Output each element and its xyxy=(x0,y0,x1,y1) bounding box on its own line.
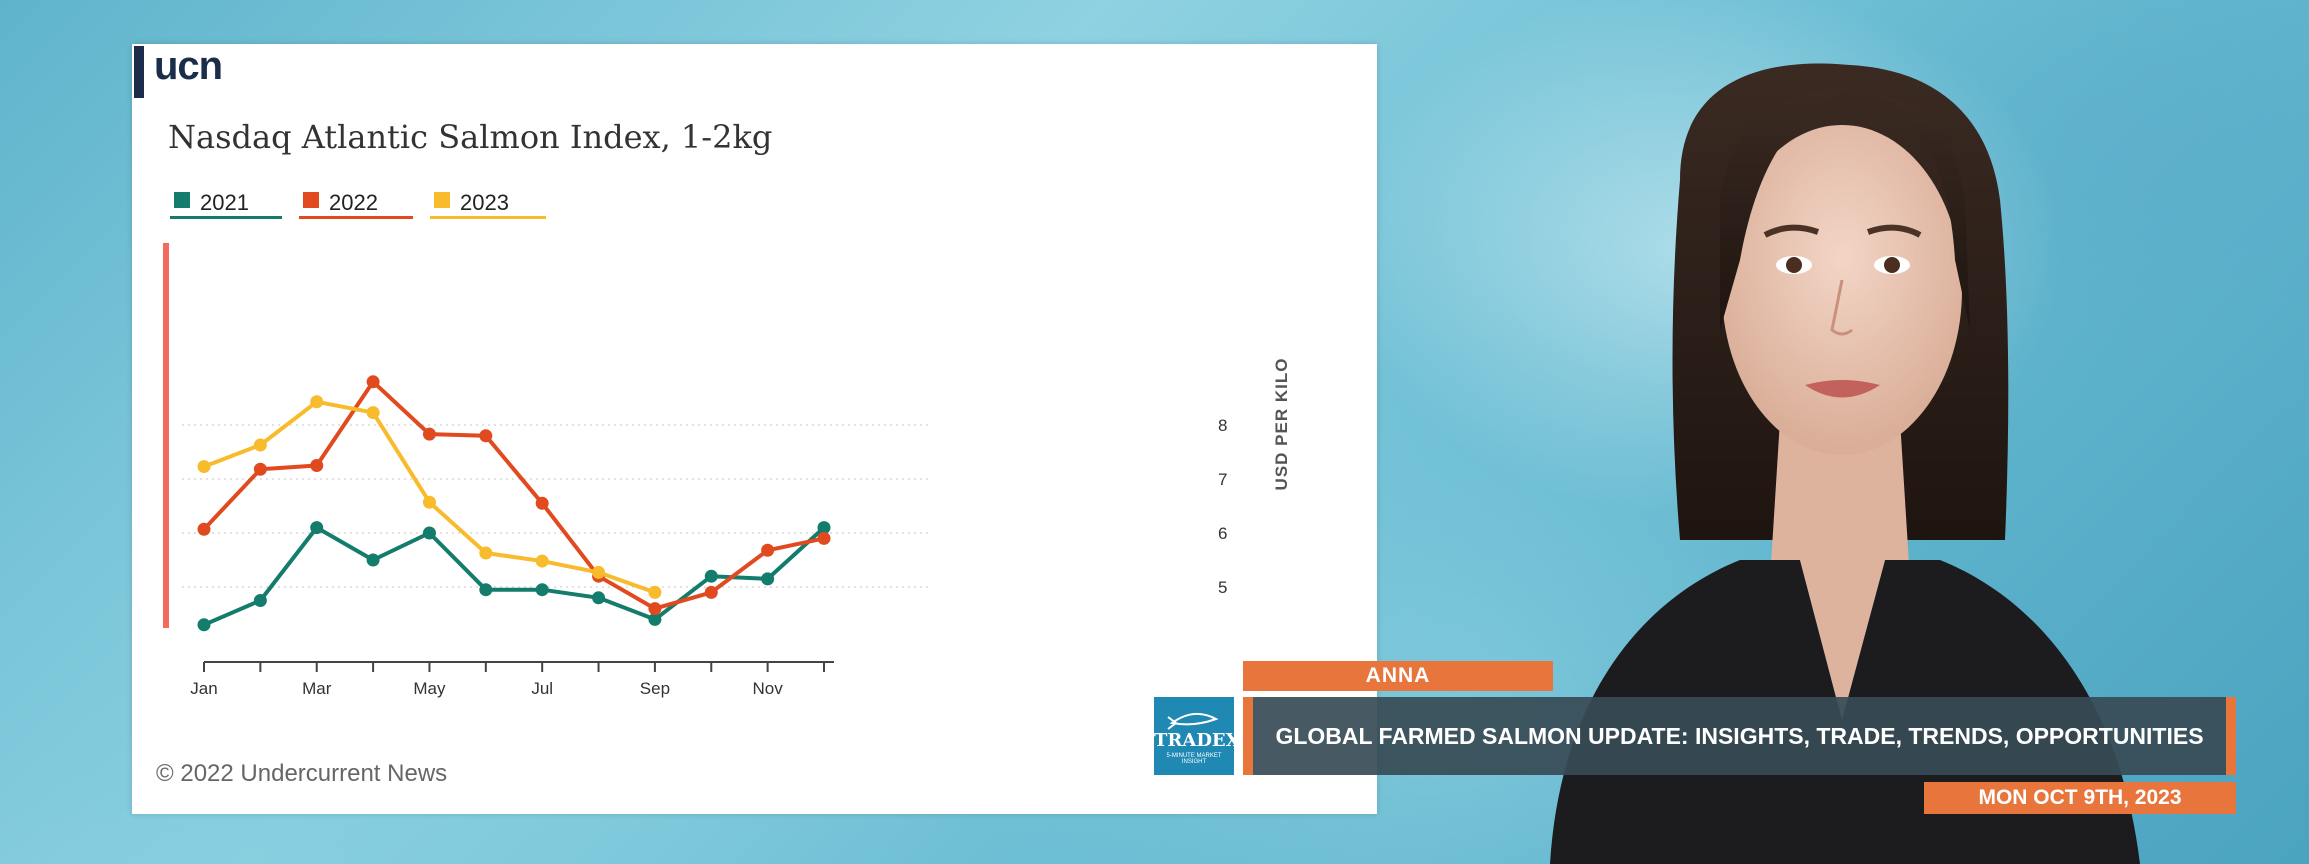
headline-text: GLOBAL FARMED SALMON UPDATE: INSIGHTS, T… xyxy=(1275,723,2204,749)
x-tick-label: Nov xyxy=(753,679,784,698)
y-axis-label: USD PER KILO xyxy=(1272,357,1291,491)
data-point-2021 xyxy=(197,618,211,632)
data-point-2021 xyxy=(704,569,718,583)
data-point-2023 xyxy=(310,395,324,409)
presenter-name-tag: ANNA xyxy=(1243,661,1553,691)
data-point-2022 xyxy=(535,496,549,510)
data-point-2021 xyxy=(761,572,775,586)
y-tick-label: 7 xyxy=(1218,470,1227,489)
ucn-logo: ucn xyxy=(132,44,272,100)
x-tick-label: May xyxy=(413,679,446,698)
y-tick-label: 8 xyxy=(1218,416,1227,435)
x-axis xyxy=(203,661,834,672)
legend-item-2023: 2023 xyxy=(430,186,546,226)
tradex-logo-text: TRADEX xyxy=(1154,730,1240,751)
series-line-2022 xyxy=(202,379,825,611)
data-point-2022 xyxy=(253,462,267,476)
grid-lines xyxy=(163,243,932,628)
data-point-2023 xyxy=(479,546,493,560)
data-point-2021 xyxy=(422,526,436,540)
headline-accent-right xyxy=(2226,697,2236,775)
x-tick-label: Jan xyxy=(190,679,217,698)
data-point-2021 xyxy=(310,521,324,535)
legend-underline-2023 xyxy=(430,216,546,219)
logo-text: ucn xyxy=(154,44,223,88)
data-point-2023 xyxy=(197,460,211,474)
legend-label-2023: 2023 xyxy=(460,190,509,215)
presenter-neck xyxy=(1770,420,1910,580)
data-series xyxy=(197,375,831,632)
data-point-2023 xyxy=(535,554,549,568)
y-tick-label: 6 xyxy=(1218,524,1227,543)
legend-swatch-2021 xyxy=(174,192,190,208)
legend-swatch-2022 xyxy=(303,192,319,208)
data-point-2021 xyxy=(648,612,662,626)
data-point-2022 xyxy=(648,602,662,616)
tick-labels: 5 6 7 8 Jan Mar May Jul Sep Nov xyxy=(190,416,1227,698)
data-point-2023 xyxy=(253,438,267,452)
data-point-2023 xyxy=(422,495,436,509)
presenter-mouth xyxy=(1805,380,1880,398)
data-point-2022 xyxy=(479,429,493,443)
logo-bar xyxy=(134,46,144,98)
data-point-2023 xyxy=(648,585,662,599)
y-tick-label: 5 xyxy=(1218,578,1227,597)
data-point-2022 xyxy=(197,522,211,536)
copyright-text: © 2022 Undercurrent News xyxy=(156,760,448,787)
legend-label-2021: 2021 xyxy=(200,190,249,215)
data-point-2022 xyxy=(310,459,324,472)
legend-underline-2022 xyxy=(299,216,413,219)
data-point-2022 xyxy=(704,585,718,599)
date-tag: MON OCT 9TH, 2023 xyxy=(1924,782,2236,814)
x-tick-label: Jul xyxy=(531,679,553,698)
data-point-2021 xyxy=(479,583,493,597)
fish-icon xyxy=(1167,712,1219,730)
x-tick-label: Mar xyxy=(302,679,332,698)
x-tick-label: Sep xyxy=(640,679,670,698)
data-point-2022 xyxy=(422,427,436,441)
data-point-2023 xyxy=(366,406,380,420)
highlight-bar xyxy=(163,243,169,628)
tradex-logo-subtext: 5-MINUTE MARKET INSIGHT xyxy=(1166,753,1222,765)
data-point-2021 xyxy=(535,583,549,597)
line-chart: 5 6 7 8 Jan Mar May Jul Sep Nov xyxy=(163,243,1227,698)
chart-panel: ucn Nasdaq Atlantic Salmon Index, 1-2kg … xyxy=(132,44,1377,814)
legend-label-2022: 2022 xyxy=(329,190,378,215)
legend-swatch-2023 xyxy=(434,192,450,208)
headline-bar: GLOBAL FARMED SALMON UPDATE: INSIGHTS, T… xyxy=(1253,697,2226,775)
series-line-2021 xyxy=(203,525,826,627)
headline-accent-left xyxy=(1243,697,1253,775)
data-point-2023 xyxy=(592,565,606,579)
chart-legend: 2021 2022 2023 xyxy=(170,186,590,226)
data-point-2021 xyxy=(592,591,606,605)
chart-title: Nasdaq Atlantic Salmon Index, 1-2kg xyxy=(168,118,773,156)
legend-underline-2021 xyxy=(170,216,282,219)
tradex-logo: TRADEX 5-MINUTE MARKET INSIGHT xyxy=(1154,697,1240,775)
data-point-2022 xyxy=(817,531,831,545)
presenter-face xyxy=(1722,125,1962,455)
data-point-2022 xyxy=(761,543,775,557)
legend-item-2022: 2022 xyxy=(299,186,414,226)
data-point-2022 xyxy=(366,375,380,389)
data-point-2021 xyxy=(253,594,267,607)
data-point-2021 xyxy=(366,553,380,567)
data-point-2021 xyxy=(817,521,831,535)
legend-item-2021: 2021 xyxy=(170,186,285,226)
